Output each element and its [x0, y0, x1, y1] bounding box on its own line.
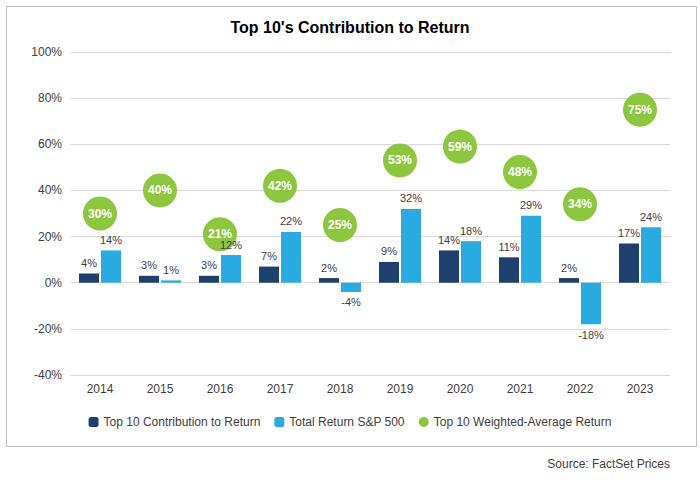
- svg-text:-40%: -40%: [34, 368, 62, 382]
- svg-text:17%: 17%: [618, 227, 640, 239]
- svg-text:2022: 2022: [567, 382, 594, 396]
- svg-text:Top 10 Weighted-Average Return: Top 10 Weighted-Average Return: [434, 415, 612, 429]
- svg-text:Top 10 Contribution to Return: Top 10 Contribution to Return: [104, 415, 261, 429]
- svg-text:2023: 2023: [627, 382, 654, 396]
- svg-text:60%: 60%: [38, 137, 62, 151]
- svg-text:-18%: -18%: [578, 329, 604, 341]
- svg-text:20%: 20%: [38, 230, 62, 244]
- svg-text:21%: 21%: [208, 227, 232, 242]
- svg-text:4%: 4%: [81, 257, 97, 269]
- svg-text:48%: 48%: [508, 165, 532, 179]
- svg-text:7%: 7%: [261, 250, 277, 262]
- svg-text:9%: 9%: [381, 245, 397, 257]
- svg-text:2014: 2014: [87, 382, 114, 396]
- svg-text:2%: 2%: [561, 262, 577, 274]
- svg-text:12%: 12%: [220, 239, 242, 251]
- svg-text:18%: 18%: [460, 225, 482, 237]
- svg-text:40%: 40%: [148, 183, 172, 197]
- svg-text:2020: 2020: [447, 382, 474, 396]
- svg-text:14%: 14%: [438, 234, 460, 246]
- svg-text:-4%: -4%: [341, 296, 361, 308]
- svg-text:Source: FactSet Prices: Source: FactSet Prices: [547, 457, 670, 471]
- svg-text:24%: 24%: [640, 211, 662, 223]
- svg-text:Total Return S&P 500: Total Return S&P 500: [289, 415, 405, 429]
- svg-text:22%: 22%: [280, 215, 302, 227]
- svg-text:30%: 30%: [88, 207, 112, 221]
- svg-text:53%: 53%: [388, 153, 412, 167]
- svg-text:34%: 34%: [568, 197, 592, 211]
- svg-text:3%: 3%: [141, 259, 157, 271]
- svg-text:1%: 1%: [163, 264, 179, 276]
- svg-text:14%: 14%: [100, 234, 122, 246]
- svg-text:32%: 32%: [400, 192, 422, 204]
- svg-text:11%: 11%: [498, 241, 519, 253]
- svg-text:59%: 59%: [448, 140, 472, 154]
- svg-text:2019: 2019: [387, 382, 414, 396]
- svg-text:Top 10's Contribution to Retur: Top 10's Contribution to Return: [230, 19, 469, 36]
- svg-text:75%: 75%: [628, 103, 652, 117]
- svg-text:42%: 42%: [268, 179, 292, 193]
- svg-text:2018: 2018: [327, 382, 354, 396]
- svg-text:0%: 0%: [45, 276, 63, 290]
- svg-text:25%: 25%: [328, 218, 352, 232]
- svg-text:2%: 2%: [321, 262, 337, 274]
- svg-text:2017: 2017: [267, 382, 294, 396]
- svg-text:100%: 100%: [31, 45, 62, 59]
- svg-text:40%: 40%: [38, 183, 62, 197]
- svg-text:2021: 2021: [507, 382, 534, 396]
- svg-text:2016: 2016: [207, 382, 234, 396]
- svg-text:3%: 3%: [201, 259, 217, 271]
- svg-text:-20%: -20%: [34, 322, 62, 336]
- svg-text:80%: 80%: [38, 91, 62, 105]
- svg-text:2015: 2015: [147, 382, 174, 396]
- svg-text:29%: 29%: [520, 199, 542, 211]
